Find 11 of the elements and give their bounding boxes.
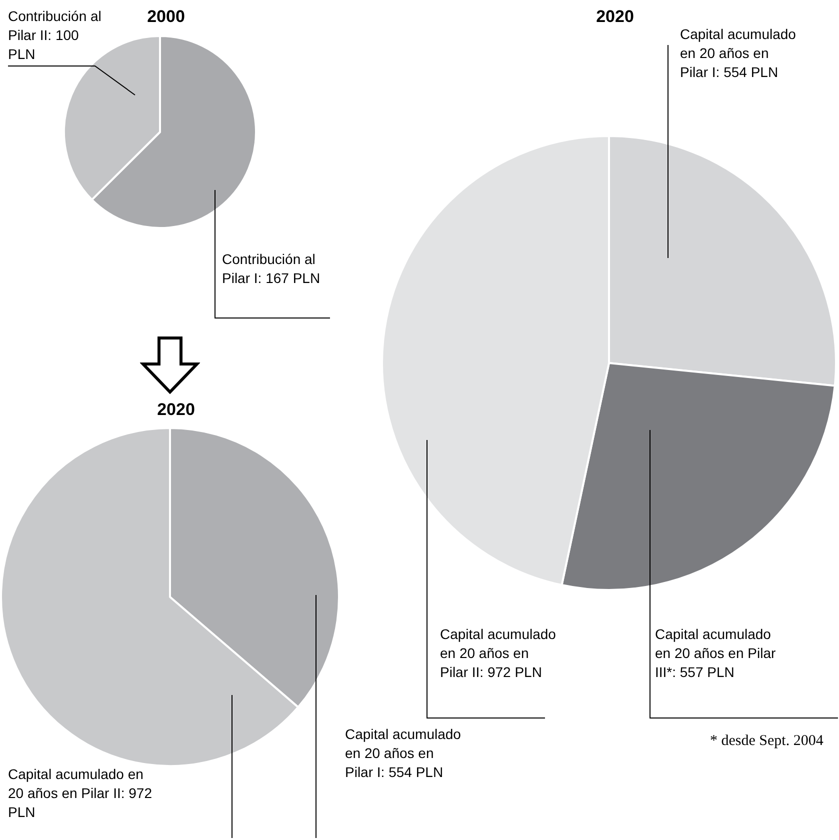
chart-title: 2000 bbox=[147, 7, 185, 26]
data-label: Capital acumulado en 20 años en Pilar II: 972 PLN bbox=[8, 765, 153, 822]
chart-title: 2020 bbox=[596, 7, 634, 26]
data-label: Capital acumulado en 20 años en Pilar III*: 557 PLN bbox=[655, 625, 777, 682]
data-label: Contribución al Pilar I: 167 PLN bbox=[222, 250, 321, 288]
data-label: Contribución al Pilar II: 100 PLN bbox=[8, 7, 102, 64]
text: * desde Sept. 2004 bbox=[710, 733, 824, 749]
data-label: Capital acumulado en 20 años en Pilar II: 972 PLN bbox=[440, 625, 557, 682]
data-label: Capital acumulado en 20 años en Pilar I: 554 PLN bbox=[680, 25, 797, 82]
data-label: Capital acumulado en 20 años en Pilar I: 554 PLN bbox=[345, 725, 462, 782]
chart-title: 2020 bbox=[157, 400, 195, 419]
